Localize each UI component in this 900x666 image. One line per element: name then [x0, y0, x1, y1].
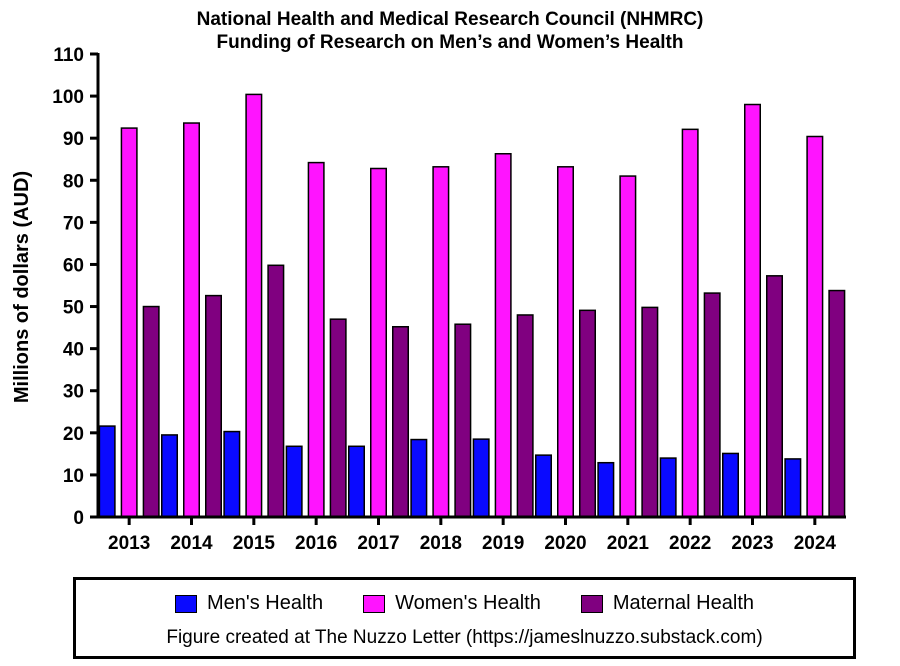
y-tick-label: 80	[63, 171, 84, 192]
y-tick-label: 40	[63, 340, 84, 361]
legend-label: Women's Health	[395, 592, 541, 614]
y-axis-title: Millions of dollars (AUD)	[11, 171, 33, 403]
x-tick-label: 2024	[794, 533, 837, 554]
x-tick-label: 2013	[108, 533, 150, 554]
x-tick-label: 2015	[233, 533, 276, 554]
bar-men-s-health-2013	[98, 425, 116, 518]
bar-maternal-health-2020	[579, 309, 596, 518]
x-tick-label: 2018	[420, 533, 462, 554]
legend-label: Maternal Health	[612, 592, 754, 614]
x-tick-label: 2022	[669, 533, 711, 554]
bar-maternal-health-2013	[142, 305, 160, 518]
chart-title-line: National Health and Medical Research Cou…	[197, 9, 704, 30]
legend-label: Men's Health	[206, 592, 324, 614]
bar-maternal-health-2019	[516, 314, 534, 518]
x-axis: 2013 2014 2015 2016 2017 2018 2019 2020 2021 2022…	[96, 515, 846, 554]
bar-women-s-health-2020	[557, 166, 574, 518]
bars-group	[98, 93, 846, 518]
y-tick-label: 30	[63, 382, 84, 403]
figure-credit: Figure created at The Nuzzo Letter (http…	[166, 627, 763, 648]
bar-men-s-health-2014	[161, 434, 178, 518]
y-tick-label: 10	[63, 466, 84, 487]
bar-men-s-health-2018	[410, 438, 428, 518]
bar-women-s-health-2013	[120, 127, 138, 518]
y-axis: 0 10 20 30 40 50 60 70 80 90 100 110	[52, 45, 100, 529]
bar-men-s-health-2019	[472, 438, 490, 518]
legend-swatch	[363, 594, 386, 613]
bar-women-s-health-2014	[183, 122, 200, 518]
bar-men-s-health-2015	[223, 430, 241, 518]
bar-men-s-health-2024	[784, 458, 802, 518]
bar-maternal-health-2017	[392, 325, 409, 518]
bar-men-s-health-2016	[285, 445, 303, 518]
bar-women-s-health-2015	[245, 93, 263, 518]
bar-women-s-health-2016	[307, 161, 325, 518]
legend: Men's Health Women's Health Maternal Healt…	[73, 577, 856, 659]
x-tick-label: 2020	[544, 533, 586, 554]
legend-entry: Men's Health	[174, 592, 324, 615]
bar-men-s-health-2017	[348, 445, 365, 518]
legend-entry: Maternal Health	[580, 592, 754, 615]
bar-men-s-health-2021	[597, 461, 615, 518]
y-tick-label: 110	[53, 45, 84, 66]
legend-entry: Women's Health	[363, 592, 541, 615]
bar-women-s-health-2024	[806, 135, 824, 518]
x-tick-label: 2021	[607, 533, 650, 554]
legend-swatch	[580, 594, 603, 613]
x-tick-label: 2014	[170, 533, 213, 554]
x-tick-label: 2017	[357, 533, 399, 554]
bar-men-s-health-2020	[535, 454, 552, 518]
y-tick-label: 90	[63, 129, 84, 150]
bar-maternal-health-2022	[703, 292, 721, 518]
bar-women-s-health-2017	[370, 167, 387, 518]
bar-women-s-health-2021	[619, 175, 637, 518]
y-tick-label: 20	[63, 424, 84, 445]
chart: National Health and Medical Research Cou…	[11, 9, 846, 554]
bar-men-s-health-2023	[722, 452, 739, 518]
chart-title-line: Funding of Research on Men’s and Women’s…	[217, 32, 684, 53]
bar-women-s-health-2018	[432, 166, 450, 518]
y-tick-label: 70	[63, 213, 84, 234]
bar-maternal-health-2023	[766, 275, 783, 518]
y-tick-label: 0	[73, 508, 84, 529]
y-tick-label: 60	[63, 255, 84, 276]
bar-maternal-health-2016	[329, 318, 347, 518]
bar-maternal-health-2021	[641, 306, 659, 518]
bar-women-s-health-2019	[494, 153, 512, 518]
bar-maternal-health-2015	[267, 264, 285, 518]
bar-maternal-health-2024	[828, 289, 846, 518]
x-tick-label: 2016	[295, 533, 337, 554]
bar-maternal-health-2014	[205, 294, 222, 518]
y-tick-label: 50	[63, 298, 84, 319]
x-tick-label: 2023	[731, 533, 773, 554]
legend-entries: Men's Health Women's Health Maternal Healt…	[76, 592, 853, 615]
legend-swatch	[174, 594, 197, 613]
bar-maternal-health-2018	[454, 323, 472, 518]
chart-title: National Health and Medical Research Cou…	[197, 9, 704, 53]
bar-men-s-health-2022	[659, 457, 677, 518]
bar-women-s-health-2022	[681, 128, 699, 518]
x-tick-label: 2019	[482, 533, 524, 554]
bar-women-s-health-2023	[744, 103, 761, 518]
y-tick-label: 100	[52, 87, 84, 108]
